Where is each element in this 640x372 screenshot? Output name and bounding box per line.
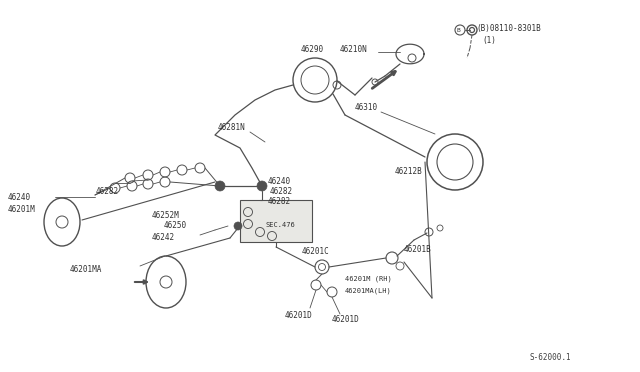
Text: 46212B: 46212B — [395, 167, 423, 176]
Text: 46282: 46282 — [270, 187, 293, 196]
Text: 46201B: 46201B — [404, 246, 432, 254]
FancyBboxPatch shape — [240, 200, 312, 242]
Text: 46201D: 46201D — [332, 315, 360, 324]
Text: 46240: 46240 — [268, 177, 291, 186]
Text: 46290: 46290 — [301, 45, 324, 55]
Text: 46242: 46242 — [152, 232, 175, 241]
Text: 46281N: 46281N — [218, 124, 246, 132]
Circle shape — [234, 222, 242, 230]
Text: B: B — [456, 28, 460, 32]
Text: 46310: 46310 — [355, 103, 378, 112]
Text: (1): (1) — [482, 36, 496, 45]
Circle shape — [257, 181, 267, 191]
Text: 46240: 46240 — [8, 192, 31, 202]
Text: 46282: 46282 — [96, 187, 119, 196]
Text: 46210N: 46210N — [340, 45, 368, 55]
Text: S-62000.1: S-62000.1 — [530, 353, 572, 362]
Text: 46201M: 46201M — [8, 205, 36, 215]
Text: 46201C: 46201C — [302, 247, 330, 256]
Text: 46250: 46250 — [164, 221, 187, 231]
Text: 46201D: 46201D — [285, 311, 313, 320]
Text: 46252M: 46252M — [152, 211, 180, 219]
Text: (B)08110-8301B: (B)08110-8301B — [476, 23, 541, 32]
Text: 46282: 46282 — [268, 198, 291, 206]
Text: 46201M (RH): 46201M (RH) — [345, 276, 392, 282]
Circle shape — [215, 181, 225, 191]
Text: 46201MA: 46201MA — [70, 266, 102, 275]
Text: SEC.476: SEC.476 — [265, 222, 295, 228]
Text: 46201MA(LH): 46201MA(LH) — [345, 288, 392, 294]
